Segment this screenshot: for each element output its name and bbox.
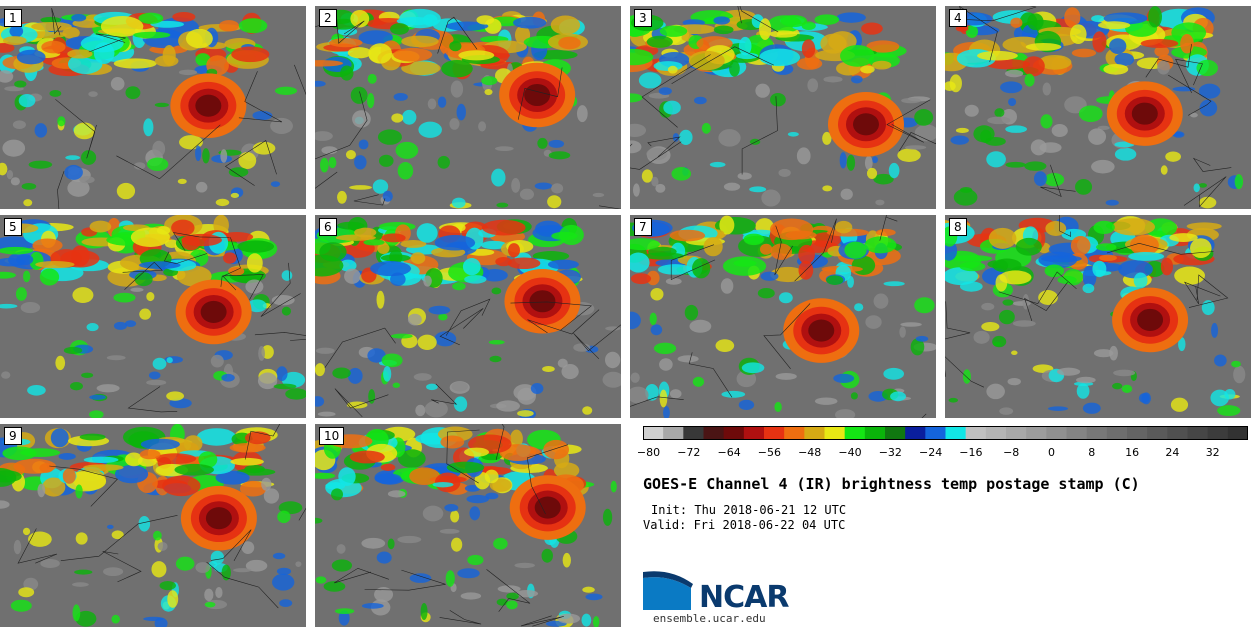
map-title: GOES-E Channel 4 (IR) brightness temp po… [643,475,1140,493]
satellite-image [315,424,621,627]
satellite-image [315,6,621,209]
satellite-image [315,215,621,418]
colorbar-tick-label: −64 [717,446,741,459]
colorbar-swatch [764,426,785,440]
colorbar-border [643,426,1248,440]
colorbar-swatch [1127,426,1148,440]
panel-10: 10 [315,424,621,627]
colorbar-swatch [723,426,745,440]
colorbar-swatch [1066,426,1088,440]
colorbar-tick-label: 16 [1125,446,1140,459]
panel-2: 2 [315,6,621,209]
colorbar-swatch [844,426,866,440]
panel-label: 7 [634,218,652,236]
colorbar-swatch [643,426,664,440]
satellite-image [945,6,1251,209]
colorbar-swatch [1026,426,1047,440]
colorbar-swatch [965,426,987,440]
panel-label: 2 [319,9,337,27]
panel-label: 6 [319,218,337,236]
panel-5: 5 [0,215,306,418]
satellite-image [945,215,1251,418]
panel-4: 4 [945,6,1251,209]
ncar-logo-icon [643,571,693,610]
colorbar-swatch [743,426,765,440]
panel-label: 1 [4,9,22,27]
satellite-image [630,6,936,209]
colorbar-tick-label: −48 [798,446,822,459]
colorbar-tick-label: −72 [677,446,701,459]
colorbar-swatch [804,426,825,440]
panel-label: 8 [949,218,967,236]
satellite-image [0,6,306,209]
colorbar-swatch [1147,426,1168,440]
init-time: Init: Thu 2018-06-21 12 UTC [651,503,847,517]
colorbar-swatch [784,426,805,440]
panel-9: 9 [0,424,306,627]
colorbar-ticks: −80 −72 −64 −56 −48 −40 −32 −24 −16 −8 0 8 16 24 32 [637,446,1248,460]
colorbar-swatch [945,426,967,440]
colorbar-swatch [905,426,926,440]
colorbar-swatch [703,426,725,440]
colorbar-tick-label: 24 [1165,446,1180,459]
ncar-logo-text: NCAR [699,580,789,615]
panel-label: 10 [319,427,345,445]
colorbar-tick-label: −8 [1003,446,1020,459]
colorbar-tick-label: −40 [838,446,862,459]
colorbar-tick-label: −24 [918,446,943,459]
colorbar-swatch [663,426,684,440]
colorbar-swatch [1187,426,1209,440]
colorbar-tick-label: 32 [1205,446,1220,459]
colorbar-swatch [1167,426,1188,440]
colorbar-tick-label: −16 [959,446,983,459]
panel-label: 3 [634,9,652,27]
panel-label: 5 [4,218,22,236]
colorbar-swatch [925,426,946,440]
colorbar-tick-label: −32 [878,446,902,459]
colorbar-tick-label: 0 [1048,446,1055,459]
panel-label: 9 [4,427,22,445]
colorbar-tick-label: −56 [757,446,781,459]
colorbar-swatch [985,426,1007,440]
satellite-image [0,215,306,418]
colorbar-swatch [1006,426,1027,440]
panel-6: 6 [315,215,621,418]
site-link: ensemble.ucar.edu [653,612,766,625]
colorbar-swatch [1207,426,1229,440]
valid-time: Valid: Fri 2018-06-22 04 UTC [643,518,846,532]
panel-label: 4 [949,9,967,27]
panel-3: 3 [630,6,936,209]
colorbar-swatch [683,426,704,440]
satellite-image [630,215,936,418]
panel-1: 1 [0,6,306,209]
colorbar [643,426,1248,440]
satellite-image [0,424,306,627]
colorbar-swatch [864,426,886,440]
colorbar-swatch [1086,426,1108,440]
colorbar-swatch [824,426,846,440]
panel-8: 8 [945,215,1251,418]
colorbar-swatch [1227,426,1248,440]
panel-7: 7 [630,215,936,418]
colorbar-tick-label: −80 [636,446,661,459]
colorbar-tick-label: 8 [1088,446,1096,459]
colorbar-swatch [1106,426,1128,440]
colorbar-swatch [1046,426,1067,440]
colorbar-swatch [885,426,906,440]
